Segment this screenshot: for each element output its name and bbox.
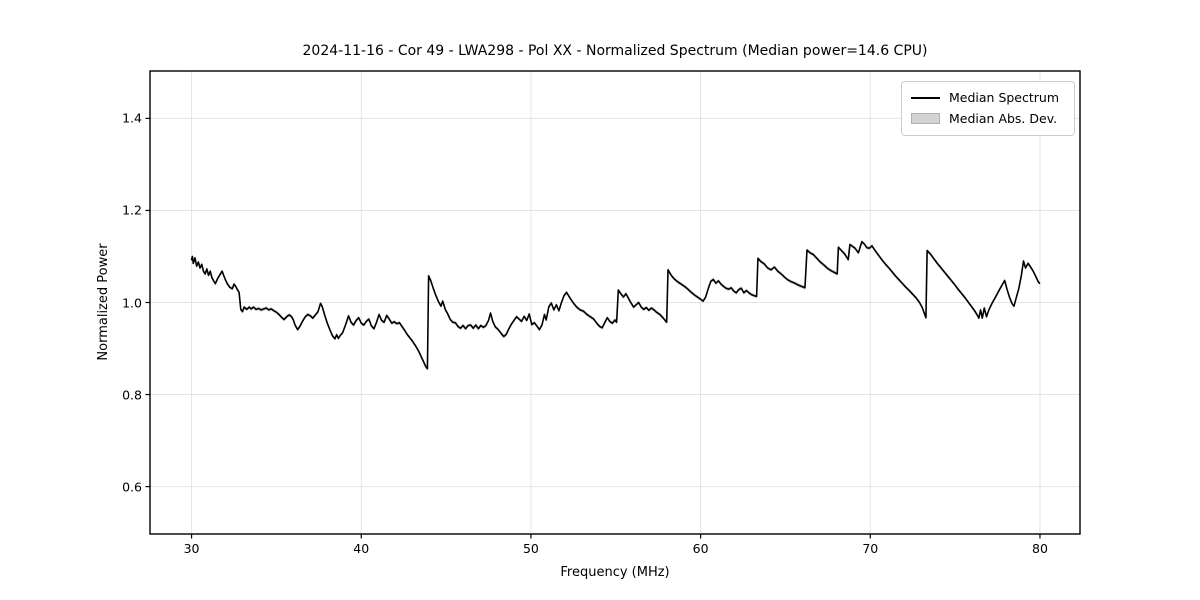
y-tick-label: 1.2: [122, 202, 142, 218]
x-tick-label: 40: [353, 541, 370, 556]
grid-lines: [150, 71, 1080, 534]
x-axis-label: Frequency (MHz): [560, 565, 670, 580]
legend-label: Median Spectrum: [949, 90, 1060, 105]
legend-entry-median-abs-dev: Median Abs. Dev.: [911, 110, 1064, 126]
patch-swatch-icon: [911, 113, 940, 125]
x-tick-label: 30: [183, 541, 200, 556]
legend: Median Spectrum Median Abs. Dev.: [901, 81, 1075, 136]
median-abs-dev-band: [191, 239, 1040, 371]
median-spectrum-line: [190, 240, 1041, 370]
y-tick-label: 1.0: [122, 295, 142, 310]
legend-label: Median Abs. Dev.: [949, 110, 1058, 126]
x-tick-label: 80: [1032, 541, 1048, 556]
chart-title: 2024-11-16 - Cor 49 - LWA298 - Pol XX - …: [302, 43, 928, 59]
y-tick-label: 1.4: [122, 110, 142, 126]
x-tick-label: 50: [522, 541, 539, 556]
x-tick-label: 70: [862, 541, 879, 556]
legend-entry-median-spectrum: Median Spectrum: [911, 90, 1064, 105]
y-tick-label: 0.6: [122, 479, 142, 495]
line-swatch-icon: [911, 97, 940, 100]
plot-border: [149, 70, 1081, 535]
y-tick-label: 0.8: [122, 387, 142, 403]
axis-ticks: [145, 117, 1041, 539]
x-tick-label: 60: [692, 541, 709, 556]
